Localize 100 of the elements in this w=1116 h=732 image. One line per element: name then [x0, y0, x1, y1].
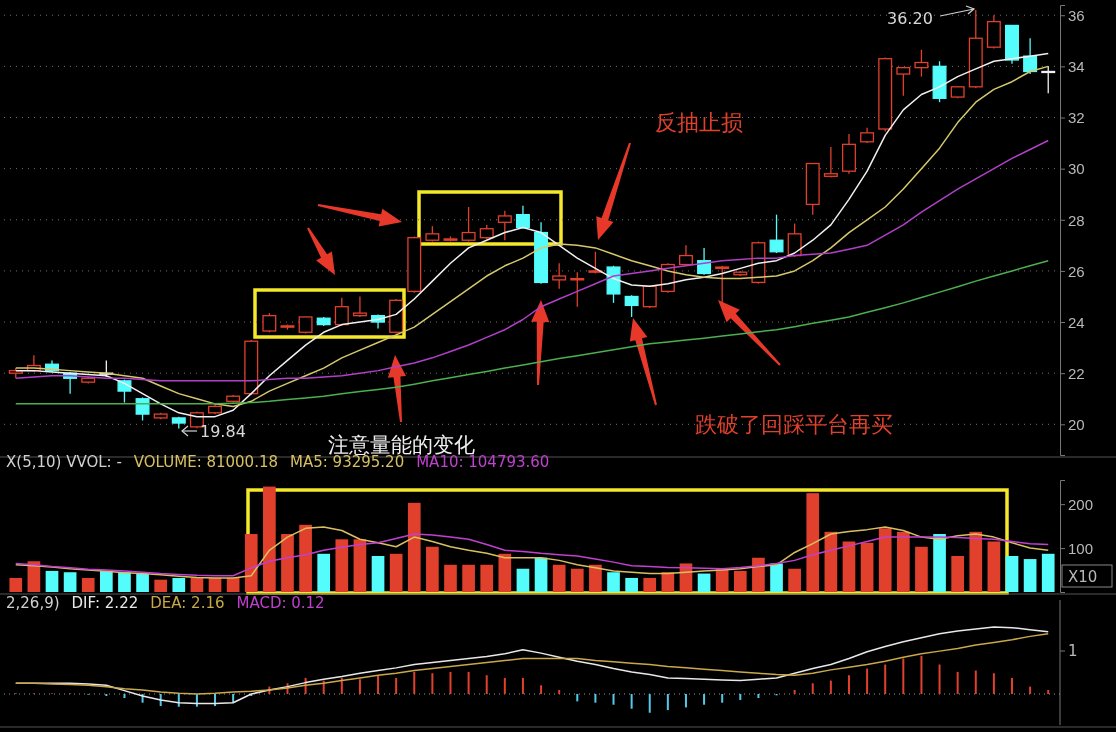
bar [896, 531, 910, 592]
bar [661, 572, 675, 592]
bar [938, 664, 941, 694]
bar [933, 534, 946, 592]
bar [589, 564, 602, 592]
bar [594, 694, 597, 703]
bar [884, 664, 887, 694]
bar [154, 579, 168, 592]
bar [788, 568, 801, 592]
bar [902, 658, 905, 694]
bar [335, 539, 349, 592]
bar [226, 577, 240, 592]
candlestick [914, 49, 929, 78]
bar [467, 671, 470, 694]
bar [915, 546, 928, 592]
bar [969, 531, 983, 592]
annotation: 36.20 [887, 9, 933, 28]
text: MA10: 104793.60 [416, 453, 550, 471]
bar [263, 486, 276, 592]
bar [1023, 559, 1037, 592]
text: DIF: 2.22 [71, 594, 139, 612]
candlestick [515, 205, 530, 230]
candlestick [697, 247, 712, 276]
bar [407, 502, 421, 592]
bar [9, 577, 23, 592]
line-series [15, 526, 1049, 579]
bar [534, 557, 548, 592]
bar [1011, 677, 1013, 694]
bar [847, 675, 850, 694]
bar [340, 677, 343, 694]
bar [866, 668, 869, 694]
y-tick-label: 100 [1068, 539, 1094, 557]
bar [540, 685, 543, 694]
bar [860, 542, 874, 592]
bar [389, 553, 403, 592]
bar [1005, 555, 1019, 592]
bar [244, 534, 258, 592]
bar [190, 577, 204, 592]
chart-title: 2,26,9) [6, 594, 60, 612]
bar [715, 568, 729, 592]
bar [516, 568, 530, 592]
y-tick-label: 36 [1068, 6, 1085, 24]
bar [956, 671, 959, 694]
y-tick-label: 34 [1068, 58, 1085, 76]
annotation: 19.84 [200, 422, 246, 441]
bar [377, 675, 380, 694]
bar [503, 677, 506, 694]
bar [371, 555, 385, 592]
candlestick [352, 295, 367, 318]
candlestick [823, 146, 838, 179]
candlestick [896, 66, 911, 97]
text: 1 [1068, 642, 1078, 660]
bar [697, 573, 711, 592]
bar [739, 694, 742, 701]
y-tick-label: 20 [1068, 416, 1085, 434]
bar [1047, 689, 1050, 694]
text: MACD: 0.12 [236, 594, 325, 612]
text: DEA: 2.16 [150, 594, 225, 612]
bar [666, 694, 669, 711]
bar [63, 572, 77, 592]
y-tick-label: 28 [1068, 211, 1085, 229]
bar [684, 694, 687, 708]
bar [136, 573, 149, 592]
bar [570, 568, 584, 592]
bar [105, 694, 108, 697]
candlestick [624, 294, 639, 318]
bar [987, 541, 1001, 592]
text: X10 [1068, 568, 1098, 586]
bar [643, 577, 657, 592]
bar [842, 541, 856, 592]
bar [100, 570, 113, 592]
candlestick [552, 262, 567, 290]
bar [920, 655, 923, 694]
bar [770, 563, 783, 592]
bar [172, 577, 186, 592]
bar [625, 577, 638, 592]
annotation: VOLUME: 81000.18 [133, 453, 279, 471]
bar [992, 673, 995, 694]
candlestick [334, 297, 349, 327]
bar [576, 694, 579, 702]
candlestick [715, 265, 730, 307]
candlestick [461, 206, 476, 243]
candlestick [769, 214, 784, 254]
bar [413, 671, 416, 694]
bar [81, 577, 95, 592]
annotation: 反抽止损 [655, 110, 743, 135]
line-series [15, 533, 1049, 577]
bar [118, 572, 131, 592]
bar [1041, 553, 1055, 592]
bar [829, 680, 832, 694]
bar [214, 694, 217, 707]
bar [395, 677, 398, 694]
bar [299, 524, 312, 592]
bar [358, 679, 361, 694]
bar [951, 555, 964, 592]
y-tick-label: 200 [1068, 495, 1094, 513]
bar [449, 671, 452, 694]
bar [177, 694, 180, 707]
bar [444, 564, 457, 592]
bar [648, 694, 651, 713]
